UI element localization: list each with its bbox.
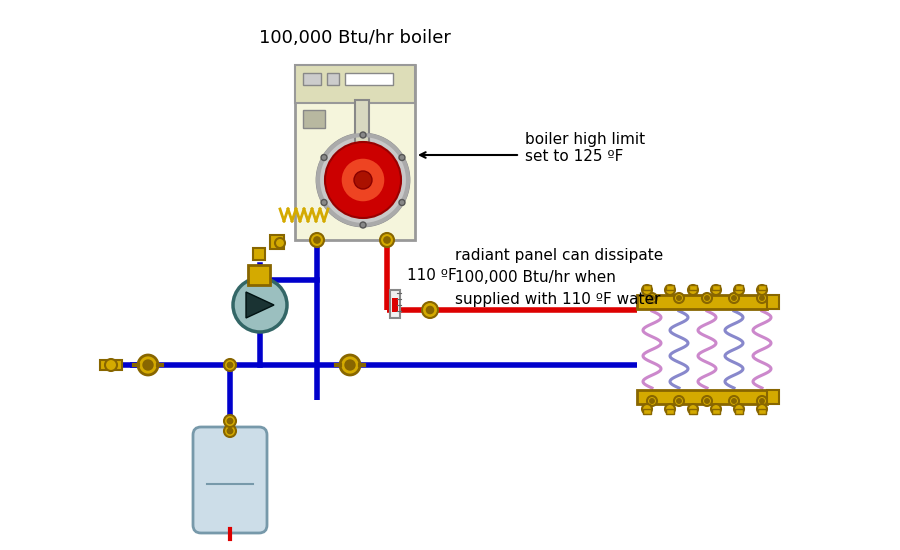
Bar [666, 285, 674, 290]
Circle shape [399, 155, 405, 161]
Circle shape [325, 142, 401, 218]
Circle shape [647, 293, 657, 303]
Circle shape [105, 359, 117, 371]
Circle shape [702, 396, 712, 406]
Circle shape [711, 285, 721, 295]
Circle shape [345, 360, 355, 370]
Circle shape [702, 293, 712, 303]
Circle shape [665, 404, 675, 414]
Circle shape [224, 425, 236, 437]
Bar [390, 290, 400, 318]
Circle shape [665, 285, 675, 295]
Circle shape [732, 296, 736, 300]
Circle shape [647, 396, 657, 406]
Circle shape [233, 278, 287, 332]
Circle shape [732, 399, 736, 403]
Circle shape [422, 302, 438, 318]
Bar [712, 409, 720, 414]
Circle shape [729, 293, 739, 303]
Circle shape [380, 233, 394, 247]
Circle shape [650, 296, 654, 300]
Bar [643, 285, 651, 290]
Circle shape [354, 171, 372, 189]
Bar [345, 73, 393, 85]
Circle shape [341, 158, 385, 202]
Circle shape [650, 399, 654, 403]
Text: 100,000 Btu/hr boiler: 100,000 Btu/hr boiler [259, 29, 451, 47]
Bar [327, 73, 339, 85]
Bar [270, 235, 284, 249]
Circle shape [677, 399, 681, 403]
Circle shape [688, 404, 698, 414]
Circle shape [310, 233, 324, 247]
Text: boiler high limit
set to 125 ºF: boiler high limit set to 125 ºF [525, 132, 645, 164]
Circle shape [224, 415, 236, 427]
Circle shape [321, 200, 327, 206]
Circle shape [360, 132, 366, 138]
Bar [295, 65, 415, 103]
Circle shape [642, 404, 652, 414]
Bar [735, 285, 743, 290]
Bar [392, 298, 398, 312]
Circle shape [734, 404, 744, 414]
Circle shape [340, 355, 360, 375]
Circle shape [757, 396, 767, 406]
Circle shape [138, 355, 158, 375]
Bar [100, 360, 122, 370]
Bar [637, 295, 767, 309]
Bar [758, 285, 766, 290]
Circle shape [760, 399, 764, 403]
Circle shape [674, 396, 684, 406]
Bar [303, 73, 321, 85]
Circle shape [224, 359, 236, 371]
FancyBboxPatch shape [193, 427, 267, 533]
Circle shape [427, 306, 434, 313]
Bar [758, 409, 766, 414]
Circle shape [228, 419, 233, 424]
Text: 110 ºF: 110 ºF [407, 268, 456, 283]
Circle shape [642, 285, 652, 295]
Bar [767, 295, 779, 309]
Circle shape [275, 238, 285, 248]
Polygon shape [246, 292, 274, 318]
Bar [253, 248, 265, 260]
Circle shape [360, 222, 366, 228]
Circle shape [314, 237, 320, 243]
Circle shape [321, 155, 327, 161]
Bar [689, 285, 697, 290]
Bar [767, 390, 779, 404]
Circle shape [729, 396, 739, 406]
Circle shape [143, 360, 153, 370]
Bar [248, 265, 270, 285]
Circle shape [757, 293, 767, 303]
Circle shape [228, 428, 233, 434]
Circle shape [757, 404, 767, 414]
Bar [303, 110, 325, 128]
Bar [689, 409, 697, 414]
Text: radiant panel can dissipate
100,000 Btu/hr when
supplied with 110 ºF water: radiant panel can dissipate 100,000 Btu/… [455, 248, 663, 307]
Circle shape [384, 237, 391, 243]
Circle shape [228, 362, 233, 368]
Circle shape [734, 285, 744, 295]
Circle shape [705, 296, 709, 300]
Bar [295, 65, 415, 240]
Bar [735, 409, 743, 414]
Bar [643, 409, 651, 414]
Circle shape [677, 296, 681, 300]
Circle shape [399, 200, 405, 206]
Circle shape [674, 293, 684, 303]
Circle shape [688, 285, 698, 295]
Bar [712, 285, 720, 290]
Bar [666, 409, 674, 414]
Circle shape [317, 134, 409, 226]
Circle shape [705, 399, 709, 403]
Bar [355, 100, 369, 148]
Circle shape [711, 404, 721, 414]
Bar [637, 390, 767, 404]
Circle shape [760, 296, 764, 300]
Circle shape [757, 285, 767, 295]
